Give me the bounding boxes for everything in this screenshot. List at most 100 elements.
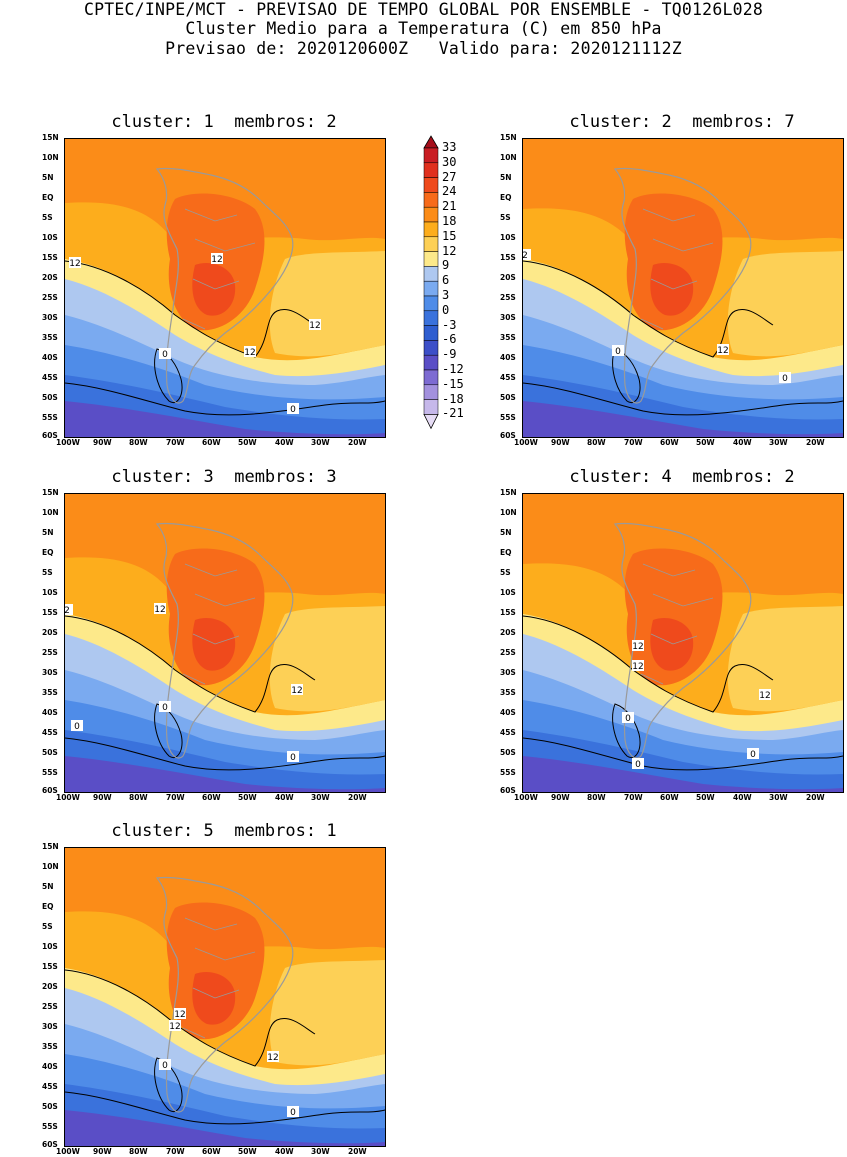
latitude-tick-label: EQ bbox=[42, 193, 54, 202]
latitude-tick-label: 40S bbox=[500, 353, 516, 362]
contour-label-box bbox=[169, 1020, 181, 1031]
latitude-tick-label: 20S bbox=[500, 628, 516, 637]
contour-0-inner bbox=[154, 1057, 183, 1112]
latitude-tick-label: 55S bbox=[42, 413, 58, 422]
purple-band bbox=[65, 401, 385, 437]
latitude-tick-label: 60S bbox=[500, 786, 516, 795]
longitude-tick-label: 20W bbox=[348, 1147, 367, 1156]
contour-label-box bbox=[759, 689, 771, 700]
contour-label: 0 bbox=[635, 760, 641, 770]
latitude-tick-label: 5S bbox=[42, 922, 53, 931]
tropical-band bbox=[65, 494, 385, 510]
contour-label: 0 bbox=[625, 714, 631, 724]
colorbar-swatch bbox=[423, 295, 439, 312]
contour-12 bbox=[523, 260, 774, 358]
latitude-tick-label: 20S bbox=[42, 273, 58, 282]
figure-title-line-3: Previsao de: 2020120600Z Valido para: 20… bbox=[165, 39, 682, 58]
contour-label-box bbox=[717, 344, 729, 355]
longitude-tick-label: 80W bbox=[129, 1147, 148, 1156]
latitude-tick-label: 10N bbox=[42, 508, 59, 517]
latitude-tick-label: 10N bbox=[42, 862, 59, 871]
colorbar-label: -18 bbox=[442, 391, 464, 406]
longitude-tick-label: 30W bbox=[311, 438, 330, 447]
latitude-tick-label: 10S bbox=[42, 233, 58, 242]
longitude-tick-label: 80W bbox=[129, 793, 148, 802]
colorbar-label: -6 bbox=[442, 332, 457, 347]
borders bbox=[182, 208, 256, 330]
longitude-tick-label: 30W bbox=[311, 793, 330, 802]
longitude-tick-label: 20W bbox=[806, 793, 825, 802]
latitude-tick-label: 10N bbox=[42, 153, 59, 162]
latitude-tick-label: 5S bbox=[500, 568, 511, 577]
temperature-map-panel-5: 12 12 12 0 0 bbox=[64, 847, 386, 1147]
colorbar-swatch bbox=[423, 310, 439, 326]
colorbar-swatch bbox=[423, 266, 439, 282]
contour-label-box bbox=[287, 1106, 299, 1117]
longitude-tick-label: 20W bbox=[348, 438, 367, 447]
latitude-tick-label: 5S bbox=[42, 213, 53, 222]
contour-label-box bbox=[747, 748, 759, 759]
latitude-tick-label: 60S bbox=[42, 786, 58, 795]
panel-title-5: cluster: 5 membros: 1 bbox=[111, 821, 337, 841]
contour-0 bbox=[65, 1091, 385, 1125]
latitude-tick-label: 5N bbox=[500, 173, 512, 182]
contour-label-box bbox=[287, 751, 299, 762]
purple-band bbox=[523, 756, 843, 792]
latitude-tick-label: 25S bbox=[42, 293, 58, 302]
latitude-tick-label: 10S bbox=[42, 942, 58, 951]
temperature-map-panel-1: 12 12 12 12 0 0 bbox=[64, 138, 386, 438]
contour-label: 2 bbox=[65, 606, 70, 616]
temperature-map-panel-3: 2 12 12 0 0 0 bbox=[64, 493, 386, 793]
latitude-tick-label: 30S bbox=[42, 1022, 58, 1031]
latitude-tick-label: 20S bbox=[42, 628, 58, 637]
latitude-tick-label: 35S bbox=[500, 688, 516, 697]
longitude-tick-label: 90W bbox=[93, 793, 112, 802]
coastline bbox=[155, 876, 294, 1113]
contour-label: 2 bbox=[523, 251, 528, 261]
latitude-tick-label: 20S bbox=[42, 982, 58, 991]
longitude-tick-label: 50W bbox=[696, 438, 715, 447]
contour-label-box bbox=[779, 372, 791, 383]
latitude-tick-label: 45S bbox=[42, 373, 58, 382]
warm-core bbox=[166, 548, 265, 686]
latitude-tick-label: 45S bbox=[42, 1082, 58, 1091]
colorbar-label: 3 bbox=[442, 288, 450, 302]
coastline bbox=[613, 167, 752, 404]
contour-label-box bbox=[291, 684, 303, 695]
contour-0 bbox=[523, 382, 843, 416]
longitude-tick-label: 20W bbox=[806, 438, 825, 447]
latitude-tick-label: 50S bbox=[42, 748, 58, 757]
latitude-tick-label: 35S bbox=[42, 688, 58, 697]
borders bbox=[182, 917, 256, 1039]
contour-label: 12 bbox=[309, 321, 320, 331]
longitude-tick-label: 90W bbox=[551, 793, 570, 802]
yellow-tongue bbox=[269, 960, 385, 1066]
panel-title-4: cluster: 4 membros: 2 bbox=[569, 467, 795, 487]
contour-label-box bbox=[174, 1008, 186, 1019]
latitude-tick-label: 15S bbox=[500, 608, 516, 617]
latitude-tick-label: 10N bbox=[500, 153, 517, 162]
latitude-tick-label: 15N bbox=[500, 488, 517, 497]
warm-core bbox=[166, 902, 265, 1040]
latitude-tick-label: 55S bbox=[42, 1122, 58, 1131]
contour-label: 12 bbox=[154, 605, 165, 615]
contour-label-box bbox=[154, 603, 166, 614]
contour-label: 0 bbox=[162, 703, 168, 713]
latitude-tick-label: 30S bbox=[500, 313, 516, 322]
contour-label: 12 bbox=[632, 642, 643, 652]
panel-title-3: cluster: 3 membros: 3 bbox=[111, 467, 337, 487]
colorbar-swatch bbox=[423, 192, 439, 208]
coastline bbox=[155, 522, 294, 759]
longitude-tick-label: 50W bbox=[238, 1147, 257, 1156]
contour-label: 0 bbox=[162, 1061, 168, 1071]
latitude-tick-label: 40S bbox=[500, 708, 516, 717]
longitude-tick-label: 20W bbox=[348, 793, 367, 802]
yellow-tongue bbox=[727, 606, 843, 712]
contour-label-box bbox=[632, 758, 644, 769]
contour-label-box bbox=[71, 720, 83, 731]
longitude-tick-label: 100W bbox=[56, 793, 80, 802]
latitude-tick-label: 45S bbox=[42, 728, 58, 737]
contour-label: 12 bbox=[632, 662, 643, 672]
latitude-tick-label: 15S bbox=[42, 253, 58, 262]
contour-label: 12 bbox=[267, 1053, 278, 1063]
